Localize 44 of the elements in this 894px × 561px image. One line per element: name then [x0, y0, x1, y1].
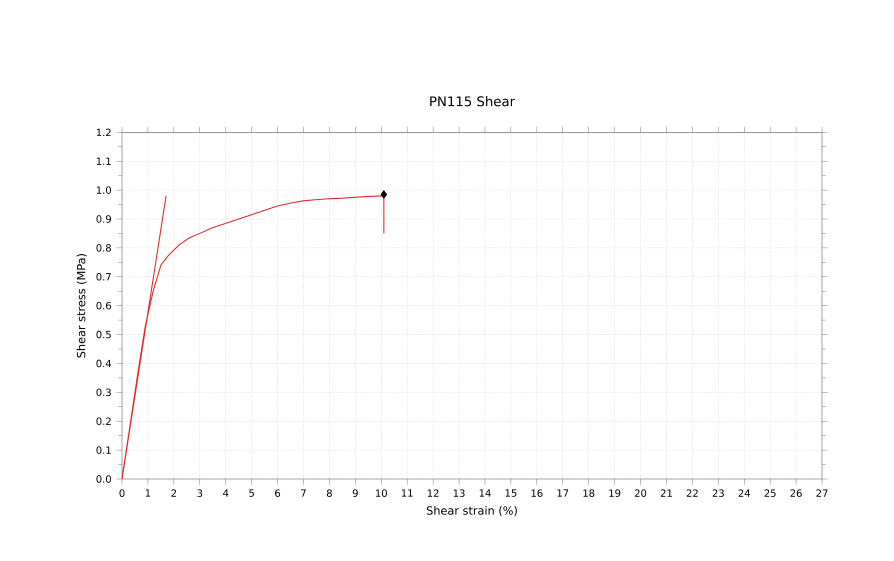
x-tick-label: 12 — [428, 489, 438, 497]
x-tick-label: 23 — [712, 489, 724, 497]
x-tick-label: 21 — [660, 489, 672, 497]
y-tick-label: 0.2 — [96, 417, 111, 425]
y-tick-label: 0.7 — [96, 273, 111, 281]
x-tick-label: 15 — [506, 489, 516, 497]
x-tick-label: 5 — [249, 489, 254, 497]
x-tick-label: 17 — [558, 489, 568, 497]
y-tick-label: 0.3 — [96, 388, 111, 396]
x-tick-label: 19 — [609, 489, 620, 497]
x-tick-label: 1 — [146, 489, 150, 497]
x-tick-label: 3 — [197, 489, 202, 497]
y-tick-label: 1.1 — [96, 158, 111, 165]
x-tick-label: 4 — [223, 489, 228, 497]
y-tick-label: 0.8 — [96, 244, 111, 252]
x-tick-label: 20 — [634, 489, 646, 497]
x-tick-label: 26 — [790, 489, 802, 497]
y-tick-label: 0.0 — [96, 475, 111, 483]
y-tick-label: 0.4 — [96, 360, 112, 368]
x-tick-label: 27 — [816, 489, 828, 497]
x-tick-label: 10 — [376, 489, 387, 497]
x-tick-label: 18 — [583, 489, 594, 497]
x-tick-label: 24 — [738, 489, 750, 497]
x-tick-label: 14 — [480, 489, 491, 497]
x-tick-label: 16 — [532, 489, 543, 497]
x-tick-label: 7 — [301, 489, 306, 497]
x-tick-label: 11 — [402, 489, 413, 497]
x-tick-label: 22 — [686, 489, 698, 497]
x-axis-title: Shear strain (%) — [426, 506, 517, 516]
x-tick-label: 25 — [764, 489, 776, 497]
y-axis-title: Shear stress (MPa) — [76, 254, 87, 358]
y-tick-label: 0.5 — [96, 330, 111, 338]
y-tick-label: 0.9 — [96, 215, 111, 223]
y-tick-label: 1.0 — [96, 186, 111, 194]
chart-title: PN115 Shear — [430, 96, 516, 106]
y-tick-label: 0.1 — [96, 446, 111, 454]
x-tick-label: 6 — [275, 489, 280, 497]
y-tick-label: 1.2 — [96, 128, 111, 136]
x-tick-label: 2 — [171, 489, 176, 497]
x-tick-label: 0 — [120, 489, 125, 497]
x-tick-label: 13 — [454, 489, 465, 497]
y-tick-label: 0.6 — [96, 302, 112, 310]
x-tick-label: 8 — [326, 489, 332, 497]
x-tick-label: 9 — [352, 489, 358, 497]
